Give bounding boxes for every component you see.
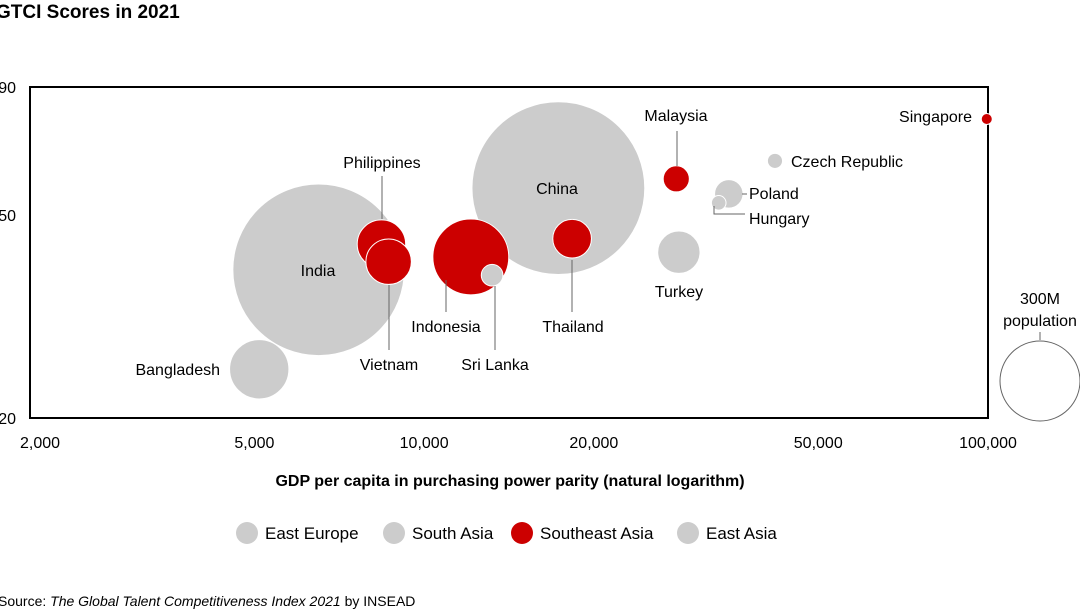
- bubble-singapore: [980, 112, 993, 126]
- legend-swatch: [383, 522, 405, 544]
- y-tick-label: 90: [0, 80, 16, 97]
- point-label: Bangladesh: [135, 362, 220, 379]
- point-label: Czech Republic: [791, 154, 903, 171]
- source-title: The Global Talent Competitiveness Index …: [50, 593, 341, 609]
- x-tick-label: 10,000: [400, 435, 449, 452]
- legend-label: East Europe: [265, 524, 359, 543]
- point-label: India: [301, 263, 336, 280]
- point-label: China: [536, 181, 578, 198]
- x-tick-label: 50,000: [794, 435, 843, 452]
- x-tick-label: 100,000: [959, 435, 1017, 452]
- bubble-thailand: [552, 218, 592, 259]
- source-note: Source: The Global Talent Competitivenes…: [0, 593, 415, 609]
- chart-title: GTCI Scores in 2021: [0, 2, 180, 23]
- legend-swatch: [236, 522, 258, 544]
- legend-label: South Asia: [412, 524, 494, 543]
- plot-frame: [29, 86, 989, 419]
- source-suffix: by INSEAD: [340, 593, 416, 609]
- point-label: Singapore: [899, 109, 972, 126]
- bubble-czech-republic: [766, 152, 784, 169]
- bubble-bangladesh: [229, 339, 290, 400]
- y-tick-label: 20: [0, 411, 16, 428]
- point-label: Indonesia: [411, 319, 480, 336]
- bubble-china: [471, 101, 646, 276]
- point-label: Malaysia: [644, 108, 707, 125]
- size-legend-circle: [999, 340, 1080, 422]
- legend-label: Southeast Asia: [540, 524, 654, 543]
- point-label: Thailand: [542, 319, 603, 336]
- x-tick-label: 20,000: [569, 435, 618, 452]
- point-label: Philippines: [343, 155, 420, 172]
- bubble-hungary: [710, 195, 727, 211]
- source-prefix: Source:: [0, 593, 51, 609]
- bubble-sri-lanka: [480, 263, 504, 287]
- x-axis-label: GDP per capita in purchasing power parit…: [275, 473, 744, 490]
- bubble-turkey: [657, 230, 701, 274]
- x-tick-label: 2,000: [20, 435, 60, 452]
- size-legend-label: 300M: [1020, 291, 1060, 308]
- point-label: Poland: [749, 186, 799, 203]
- point-label: Hungary: [749, 211, 809, 228]
- size-legend-label: population: [1003, 313, 1077, 330]
- x-tick-label: 5,000: [234, 435, 274, 452]
- point-label: Vietnam: [360, 357, 418, 374]
- y-tick-label: 50: [0, 208, 16, 225]
- legend-swatch: [511, 522, 533, 544]
- legend-label: East Asia: [706, 524, 777, 543]
- legend-swatch: [677, 522, 699, 544]
- point-label: Turkey: [655, 284, 703, 301]
- bubble-vietnam: [365, 238, 412, 285]
- point-label: Sri Lanka: [461, 357, 529, 374]
- leader-line: [713, 206, 745, 215]
- bubble-malaysia: [662, 165, 690, 193]
